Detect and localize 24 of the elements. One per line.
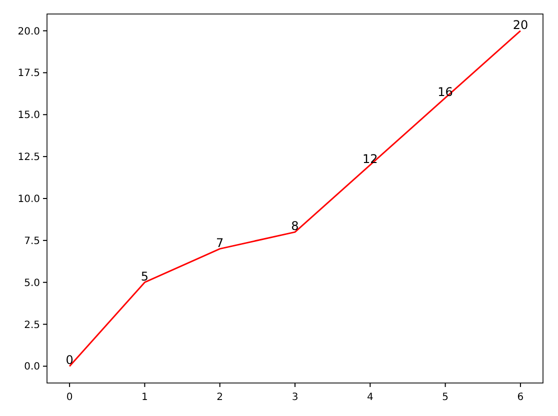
x-tick-label: 4 [366,392,374,403]
data-label: 12 [362,152,378,166]
y-tick-label: 5.0 [24,278,40,289]
y-tick-label: 15.0 [18,110,40,122]
data-label: 5 [140,269,149,284]
y-tick-label: 2.5 [24,320,40,331]
data-label: 8 [291,219,299,234]
y-tick-label: 20.0 [18,26,40,38]
data-label: 20 [512,18,528,32]
x-tick-label: 1 [142,392,148,403]
y-tick-label: 0.0 [24,362,40,373]
x-tick-label: 6 [517,392,524,403]
x-tick-label: 2 [216,392,224,403]
data-label: 16 [438,84,453,99]
x-tick-label: 3 [292,392,298,403]
line-series [68,30,522,367]
y-tick-label: 17.5 [18,68,40,80]
data-label: 0 [66,353,74,368]
y-tick-label: 10.0 [18,194,40,205]
x-tick-label: 0 [66,392,73,403]
y-tick-label: 7.5 [24,236,40,247]
data-label: 7 [216,236,224,250]
x-tick-label: 5 [442,392,448,403]
y-tick-label: 12.5 [18,152,40,164]
